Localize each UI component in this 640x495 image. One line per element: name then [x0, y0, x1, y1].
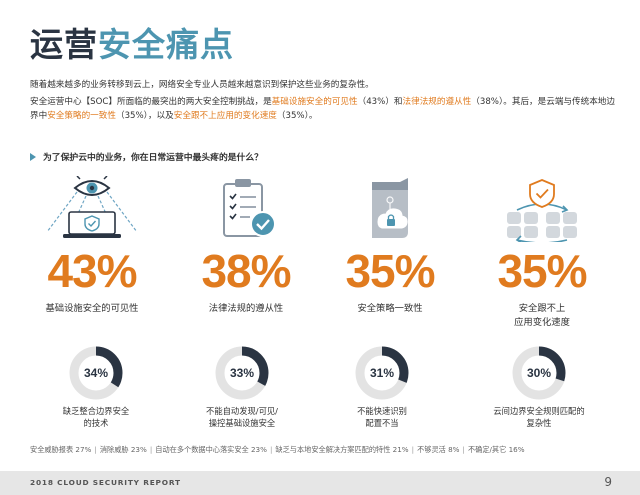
intro-text: 随着越来越多的业务转移到云上，网络安全专业人员越来越意识到保护这些业务的复杂性。…	[30, 78, 620, 124]
page-title: 运营安全痛点	[30, 18, 234, 66]
checklist-icon	[176, 176, 316, 242]
intro-highlight-policy: 安全策略的一致性	[47, 111, 116, 121]
stat-value: 43%	[47, 245, 137, 297]
stat-value: 35%	[345, 245, 435, 297]
donut-label-line-1: 不能快速识别	[357, 406, 407, 416]
donut-label-line-2: 的技术	[83, 417, 109, 428]
intro-p2-c: （38%）。其后，是云端与传统本地边界中	[30, 96, 615, 122]
intro-highlight-compliance: 法律法规的遵从性	[402, 96, 472, 107]
donut-value: 30%	[526, 366, 552, 380]
donut-value: 33%	[229, 366, 255, 380]
donut-stat: 34% 缺乏整合边界安全 的技术	[16, 346, 176, 429]
intro-highlight-speed: 安全跟不上应用的变化速度	[173, 111, 277, 121]
donut-chart	[215, 346, 269, 400]
donut-label: 缺乏整合边界安全 的技术	[16, 406, 176, 429]
donut-label-line-1: 不能自动发现/可见/	[206, 406, 278, 416]
report-name: 2018 CLOUD SECURITY REPORT	[30, 478, 181, 487]
donut-stat: 33% 不能自动发现/可见/操控基础设施安全	[162, 346, 322, 429]
stat-label-line-2: 应用变化速度	[514, 317, 570, 328]
footnote-list: 安全威胁报表 27% | 消除威胁 23% | 自动在多个数据中心落实安全 23% | 缺乏…	[30, 445, 525, 454]
stat-value: 35%	[497, 245, 587, 297]
page-footer: 2018 CLOUD SECURITY REPORT 9	[0, 471, 640, 495]
cloud-lock-icon	[320, 176, 460, 242]
donut-label-line-2: 配置不当	[365, 417, 399, 428]
donut-label-line-1: 缺乏整合边界安全	[62, 406, 130, 416]
footnote-item: 消除威胁 23%	[99, 445, 147, 454]
stat-label: 安全跟不上 应用变化速度	[472, 302, 612, 330]
stat-label: 法律法规的遵从性	[208, 303, 284, 314]
donut-label-line-1: 云间边界安全规则匹配的	[493, 406, 585, 416]
donut-fill	[69, 346, 123, 400]
stat-value: 38%	[201, 245, 291, 297]
survey-question: 为了保护云中的业务，你在日常运营中最头疼的是什么？	[30, 150, 263, 163]
donut-chart	[69, 346, 123, 400]
stat-label: 基础设施安全的可见性	[45, 303, 139, 314]
intro-p2-a: 安全运营中心【SOC】所面临的最突出的两大安全控制挑战，是	[30, 96, 272, 107]
intro-p2-e: （35%）。	[276, 111, 318, 121]
donut-stat: 31% 不能快速识别 配置不当	[302, 346, 462, 429]
intro-highlight-visibility: 基础设施安全的可见性	[271, 96, 358, 107]
donut-label: 不能自动发现/可见/操控基础设施安全	[162, 406, 322, 429]
footnote-item: 不够灵活 8%	[417, 445, 460, 454]
eye-laptop-icon	[22, 176, 162, 242]
donut-chart	[355, 346, 409, 400]
page-number: 9	[604, 475, 612, 489]
donut-fill	[512, 346, 566, 400]
footnote-item: 安全威胁报表 27%	[30, 445, 92, 454]
stat-label-line-1: 安全跟不上	[518, 303, 566, 314]
question-text: 为了保护云中的业务，你在日常运营中最头疼的是什么？	[43, 153, 263, 163]
shield-sync-icon	[472, 176, 612, 242]
donut-chart	[512, 346, 566, 400]
donut-label-line-2: 操控基础设施安全	[208, 417, 276, 428]
donut-label: 不能快速识别 配置不当	[302, 406, 462, 429]
donut-value: 31%	[369, 366, 395, 380]
donut-label-line-2: 复杂性	[526, 417, 552, 428]
donut-stat: 30% 云间边界安全规则匹配的 复杂性	[459, 346, 619, 429]
intro-line-1: 随着越来越多的业务转移到云上，网络安全专业人员越来越意识到保护这些业务的复杂性。	[30, 80, 374, 90]
stat-label: 安全策略一致性	[357, 303, 423, 314]
intro-p2-d: （35%），以及	[115, 111, 174, 121]
donut-value: 34%	[83, 366, 109, 380]
footnote-item: 自动在多个数据中心落实安全 23%	[155, 445, 267, 454]
triangle-bullet-icon	[30, 153, 36, 161]
title-part-dark: 运营	[30, 25, 98, 64]
title-part-teal: 安全痛点	[98, 25, 234, 64]
donut-fill	[355, 346, 409, 400]
footnote-item: 不确定/其它 16%	[467, 445, 525, 454]
donut-label: 云间边界安全规则匹配的 复杂性	[459, 406, 619, 429]
donut-fill	[215, 346, 269, 400]
footnote-item: 缺乏与本地安全解决方案匹配的特性 21%	[275, 445, 409, 454]
intro-p2-b: （43%）和	[357, 96, 403, 107]
